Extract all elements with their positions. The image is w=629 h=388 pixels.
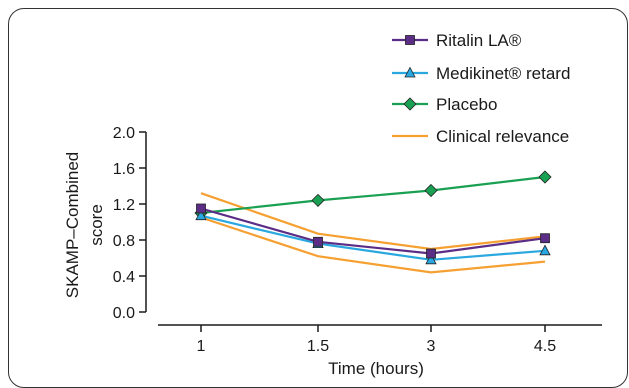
plot-area xyxy=(194,170,552,274)
data-point-placebo xyxy=(538,170,552,184)
y-tick-label: 0.0 xyxy=(113,305,135,322)
series-line-placebo xyxy=(200,175,546,215)
legend-marker xyxy=(404,66,416,78)
legend: Ritalin LA® Medikinet® retard Placebo Clini… xyxy=(392,31,570,146)
data-point-placebo xyxy=(424,183,438,198)
legend-item-ritalin-la: Ritalin LA® xyxy=(392,31,522,50)
data-point-ritalin-la xyxy=(196,203,206,214)
data-point-ritalin-la xyxy=(426,248,436,259)
data-point-ritalin-la xyxy=(313,236,323,247)
legend-label: Ritalin LA® xyxy=(436,31,522,50)
legend-label: Clinical relevance xyxy=(436,127,569,146)
x-tick-label: 4.5 xyxy=(534,338,556,355)
y-axis-title-line-1: SKAMP–Combined xyxy=(63,152,82,298)
legend-item-clinical-relevance: Clinical relevance xyxy=(392,127,569,146)
y-tick-label: 2.0 xyxy=(113,125,135,142)
data-point-medikinet-retard xyxy=(539,244,551,256)
y-tick-label: 0.8 xyxy=(113,233,135,250)
y-tick-label: 1.6 xyxy=(113,161,135,178)
y-axis-title: SKAMP–Combined score xyxy=(63,152,106,298)
line-chart: Ritalin LA® Medikinet® retard Placebo Clini… xyxy=(63,31,602,378)
data-point-ritalin-la xyxy=(540,233,550,244)
x-tick-label: 3 xyxy=(427,338,436,355)
legend-label: Medikinet® retard xyxy=(436,64,570,83)
y-tick-label: 1.2 xyxy=(113,197,135,214)
legend-marker xyxy=(405,35,415,45)
clinical-relevance-lower-line xyxy=(200,216,546,274)
data-point-medikinet-retard xyxy=(425,253,437,265)
series-line-medikinet-retard xyxy=(200,214,546,261)
y-axis-title-line-2: score xyxy=(87,204,106,246)
legend-marker xyxy=(403,97,417,111)
y-tick-label: 0.4 xyxy=(113,269,135,286)
series-line-clinical-relevance xyxy=(200,192,546,251)
x-axis: 1 1.5 3 4.5 xyxy=(158,324,602,355)
data-point-medikinet-retard xyxy=(195,209,207,221)
x-axis-title: Time (hours) xyxy=(328,359,424,378)
legend-label: Placebo xyxy=(436,95,497,114)
y-axis: 0.0 0.4 0.8 1.2 1.6 2.0 xyxy=(113,125,147,322)
series-line-ritalin-la xyxy=(200,207,546,255)
legend-item-placebo: Placebo xyxy=(392,95,497,114)
x-tick-label: 1.5 xyxy=(307,338,329,355)
data-point-placebo xyxy=(311,193,325,207)
legend-item-medikinet-retard: Medikinet® retard xyxy=(392,64,570,83)
x-tick-label: 1 xyxy=(197,338,206,355)
